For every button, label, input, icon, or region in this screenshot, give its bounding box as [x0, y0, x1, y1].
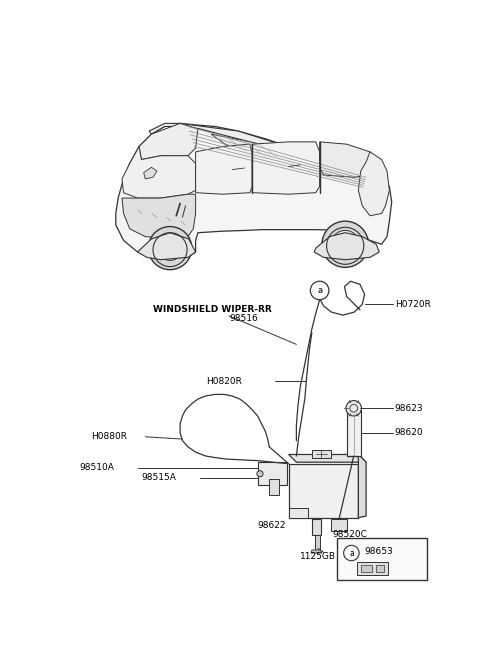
Polygon shape: [320, 142, 378, 177]
Bar: [360, 565, 372, 572]
Bar: [357, 562, 388, 575]
Bar: [315, 535, 321, 550]
Polygon shape: [314, 233, 379, 260]
Circle shape: [340, 239, 350, 250]
Polygon shape: [252, 142, 320, 194]
Polygon shape: [359, 152, 389, 216]
Text: 1125GB: 1125GB: [300, 552, 336, 561]
Circle shape: [346, 401, 361, 416]
Bar: [347, 410, 360, 456]
Polygon shape: [311, 550, 322, 553]
Text: 98520C: 98520C: [333, 530, 368, 539]
Text: H0880R: H0880R: [91, 432, 127, 441]
Text: 98623: 98623: [395, 404, 423, 413]
Circle shape: [257, 470, 263, 477]
Bar: [376, 565, 384, 572]
Text: 98653: 98653: [365, 547, 393, 556]
Polygon shape: [122, 146, 196, 198]
Polygon shape: [196, 144, 252, 194]
Polygon shape: [211, 134, 292, 159]
Circle shape: [157, 236, 182, 260]
Bar: [337, 538, 427, 580]
Polygon shape: [288, 464, 359, 518]
Circle shape: [331, 230, 359, 258]
Text: WINDSHIELD WIPER-RR: WINDSHIELD WIPER-RR: [153, 305, 272, 314]
Text: H0820R: H0820R: [206, 377, 241, 386]
Polygon shape: [288, 455, 366, 462]
Circle shape: [148, 226, 192, 270]
Text: 98516: 98516: [229, 314, 258, 323]
Bar: [269, 479, 278, 495]
Text: 98510A: 98510A: [79, 463, 114, 472]
Polygon shape: [137, 233, 196, 260]
Bar: [312, 519, 321, 535]
Text: a: a: [349, 548, 354, 558]
Text: 98620: 98620: [395, 428, 423, 438]
Polygon shape: [288, 508, 308, 518]
Bar: [331, 519, 347, 531]
Polygon shape: [116, 123, 392, 257]
Circle shape: [322, 221, 369, 268]
Text: 98515A: 98515A: [142, 473, 176, 482]
Polygon shape: [144, 167, 157, 179]
Text: a: a: [317, 286, 322, 295]
Bar: [312, 450, 331, 458]
Text: 98622: 98622: [258, 521, 286, 530]
Bar: [258, 462, 287, 485]
Polygon shape: [122, 194, 196, 239]
Text: H0720R: H0720R: [395, 300, 431, 309]
Circle shape: [166, 243, 175, 253]
Polygon shape: [149, 123, 382, 186]
Polygon shape: [139, 123, 198, 159]
Polygon shape: [359, 455, 366, 518]
